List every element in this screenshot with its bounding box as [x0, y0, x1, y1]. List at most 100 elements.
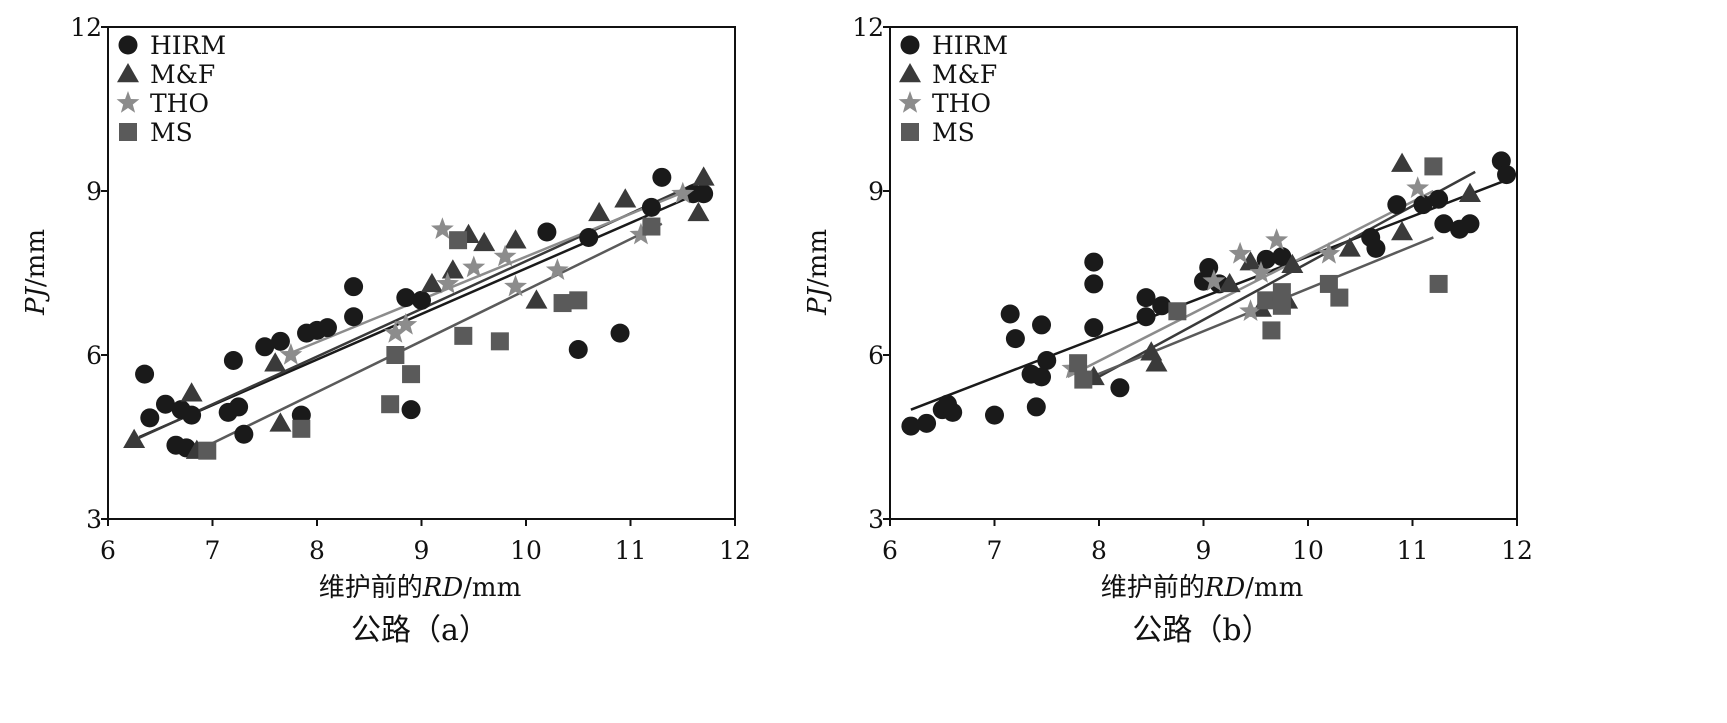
- y-axis-label-unit: /mm: [21, 229, 51, 287]
- point-mf: [123, 428, 146, 448]
- point-ms: [1319, 274, 1338, 293]
- point-hirm: [901, 416, 921, 436]
- point-tho: [1265, 228, 1289, 250]
- y-tick-label: 9: [86, 177, 102, 206]
- point-ms: [1257, 291, 1276, 310]
- point-ms: [386, 346, 405, 364]
- y-tick-labels: 3 6 9 12: [70, 13, 102, 534]
- legend: HIRM M&F THO MS: [116, 31, 226, 147]
- point-mf: [692, 166, 715, 186]
- x-tick-label: 7: [205, 536, 221, 565]
- x-tick-label: 10: [510, 536, 542, 565]
- legend-marker-tho: [116, 91, 140, 113]
- y-tick-label: 9: [868, 177, 884, 206]
- legend-label-mf: M&F: [932, 60, 997, 89]
- point-hirm: [652, 167, 672, 187]
- point-hirm: [917, 413, 937, 433]
- x-tick-label: 12: [1501, 536, 1533, 565]
- point-tho: [1317, 241, 1341, 264]
- point-hirm: [1387, 195, 1407, 215]
- point-ms: [553, 294, 572, 313]
- legend-label-tho: THO: [150, 89, 209, 118]
- fit-line-tho: [285, 187, 694, 357]
- y-axis-label-unit: /mm: [803, 229, 833, 287]
- point-mf: [1391, 152, 1414, 172]
- point-hirm: [1005, 329, 1025, 349]
- fit-line-tho: [1067, 189, 1434, 378]
- point-hirm: [1026, 397, 1046, 417]
- point-ms: [1424, 157, 1443, 176]
- x-tick-label: 6: [100, 536, 116, 565]
- y-tick-label: 12: [70, 13, 102, 42]
- point-tho: [504, 274, 527, 297]
- x-axis-label-italic: RD: [422, 573, 464, 603]
- legend: HIRM M&F THO MS: [898, 31, 1008, 147]
- point-hirm: [1084, 252, 1104, 272]
- point-mf: [1218, 272, 1241, 293]
- point-ms: [1330, 288, 1349, 307]
- point-hirm: [1084, 274, 1104, 294]
- point-mf: [504, 229, 527, 249]
- point-tho: [1239, 299, 1262, 321]
- point-hirm: [610, 323, 630, 343]
- point-ms: [1074, 370, 1093, 389]
- y-axis-label-italic: PJ: [803, 286, 833, 316]
- point-ms: [454, 326, 473, 345]
- fit-line-hirm: [910, 178, 1507, 411]
- point-hirm: [1272, 247, 1292, 267]
- point-mf: [525, 289, 548, 309]
- point-tho: [671, 181, 695, 204]
- legend-marker-mf: [899, 63, 921, 83]
- point-hirm: [135, 364, 155, 384]
- point-hirm: [579, 227, 599, 247]
- point-hirm: [155, 394, 175, 414]
- y-tick-label: 12: [852, 13, 884, 42]
- legend-marker-hirm: [118, 35, 138, 55]
- legend-label-ms: MS: [150, 118, 193, 147]
- plot-frame: [107, 26, 736, 520]
- point-ms: [402, 365, 421, 384]
- point-ms: [449, 231, 468, 250]
- point-mf: [588, 201, 611, 222]
- y-axis-label: PJ/mm: [21, 229, 51, 316]
- point-hirm: [229, 397, 249, 417]
- point-tho: [436, 271, 459, 294]
- point-ms: [1272, 283, 1291, 302]
- point-hirm: [1434, 214, 1454, 234]
- x-tick-label: 9: [1196, 536, 1212, 565]
- legend-marker-tho: [898, 91, 922, 113]
- point-mf: [473, 231, 496, 252]
- point-hirm: [1497, 165, 1517, 185]
- y-axis-label-italic: PJ: [21, 286, 51, 316]
- point-tho: [1406, 176, 1430, 198]
- point-mf: [269, 412, 292, 432]
- x-tick-label: 8: [309, 536, 325, 565]
- x-axis-label-prefix: 维护前的: [319, 573, 423, 603]
- point-hirm: [1366, 238, 1386, 258]
- point-hirm: [1110, 378, 1130, 398]
- point-hirm: [182, 405, 202, 425]
- x-tick-label: 9: [414, 536, 430, 565]
- point-hirm: [401, 400, 421, 420]
- x-tick-label: 12: [719, 536, 751, 565]
- x-tick-label: 7: [987, 536, 1003, 565]
- legend-label-ms: MS: [932, 118, 975, 147]
- point-ms: [1429, 274, 1448, 293]
- point-ms: [292, 419, 311, 438]
- x-tick-label: 11: [1397, 536, 1429, 565]
- point-tho: [384, 321, 407, 343]
- point-hirm: [694, 184, 714, 204]
- point-hirm: [234, 424, 254, 444]
- point-mf: [180, 382, 203, 402]
- x-tick-label: 11: [615, 536, 647, 565]
- point-ms: [198, 441, 217, 460]
- tick-marks: [883, 26, 1518, 526]
- point-hirm: [1460, 214, 1480, 234]
- panel-caption: 公路（a）: [351, 613, 489, 648]
- panel-caption: 公路（b）: [1132, 613, 1271, 648]
- point-mf: [420, 272, 443, 293]
- point-mf: [614, 188, 637, 208]
- legend-label-tho: THO: [932, 89, 991, 118]
- y-tick-label: 3: [868, 505, 884, 534]
- point-ms: [569, 291, 588, 310]
